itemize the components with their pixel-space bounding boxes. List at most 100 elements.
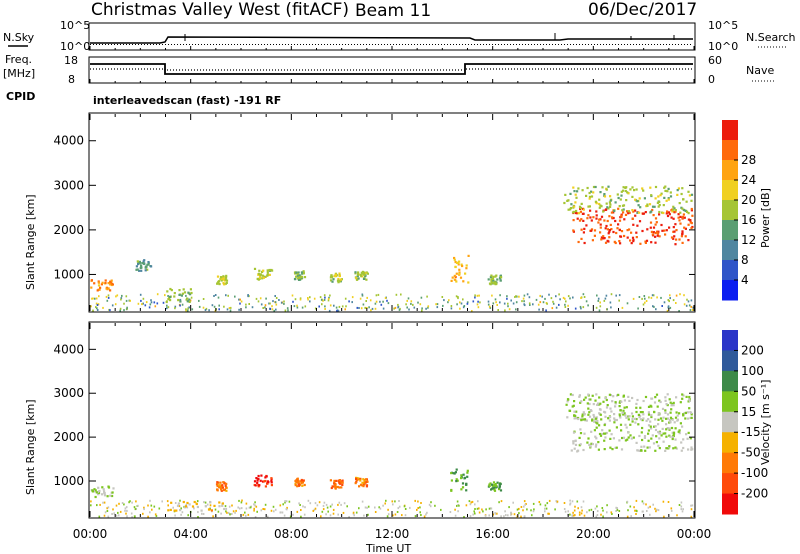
heatmap-cell (384, 297, 387, 299)
heatmap-cell (123, 503, 125, 506)
heatmap-cell (216, 483, 219, 486)
heatmap-cell (368, 306, 370, 309)
heatmap-cell (283, 302, 285, 305)
heatmap-cell (660, 434, 663, 437)
heatmap-cell (329, 294, 331, 297)
heatmap-cell (583, 514, 586, 517)
heatmap-cell (674, 427, 677, 430)
heatmap-cell (109, 283, 112, 286)
heatmap-cell (362, 303, 365, 306)
heatmap-cell (118, 502, 120, 505)
heatmap-cell (657, 423, 660, 426)
heatmap-cell (554, 508, 556, 511)
heatmap-cell (611, 448, 614, 451)
heatmap-cell (203, 501, 205, 504)
heatmap-cell (681, 187, 684, 190)
heatmap-cell (638, 220, 642, 223)
heatmap-cell (229, 309, 232, 312)
heatmap-cell (647, 506, 650, 509)
heatmap-cell (683, 216, 686, 219)
heatmap-cell (338, 486, 341, 489)
heatmap-cell (663, 229, 666, 232)
heatmap-cell (222, 278, 225, 281)
heatmap-cell (303, 276, 307, 279)
heatmap-cell (297, 278, 301, 281)
heatmap-cell (333, 482, 336, 485)
heatmap-cell (364, 506, 367, 509)
heatmap-cell (355, 278, 359, 281)
heatmap-cell (674, 416, 678, 419)
heatmap-cell (659, 431, 662, 434)
heatmap-cell (239, 302, 241, 305)
heatmap-cell (630, 437, 633, 440)
heatmap-cell (650, 415, 653, 419)
heatmap-cell (516, 508, 519, 511)
heatmap-cell (575, 196, 578, 199)
heatmap-cell (588, 411, 591, 414)
heatmap-cell (626, 302, 629, 305)
heatmap-cell (91, 297, 93, 300)
heatmap-cell (294, 298, 297, 301)
heatmap-cell (616, 508, 619, 511)
heatmap-cell (584, 396, 587, 399)
heatmap-cell (607, 240, 610, 243)
heatmap-cell (494, 483, 497, 486)
heatmap-cell (510, 513, 512, 516)
heatmap-cell (177, 298, 180, 302)
heatmap-cell (507, 514, 509, 517)
heatmap-cell (614, 401, 617, 404)
heatmap-cell (188, 298, 191, 301)
heatmap-cell (363, 514, 365, 517)
heatmap-cell (270, 509, 273, 512)
heatmap-cell (568, 409, 572, 412)
heatmap-cell (689, 411, 692, 414)
heatmap-cell (296, 275, 299, 278)
heatmap-cell (300, 509, 302, 511)
heatmap-cell (618, 401, 621, 404)
heatmap-cell (594, 399, 597, 402)
colorbar-tick-label: 8 (741, 253, 749, 267)
heatmap-cell (453, 256, 456, 260)
heatmap-cell (173, 509, 176, 512)
heatmap-cell (300, 478, 303, 482)
heatmap-cell (506, 297, 508, 300)
heatmap-cell (410, 302, 412, 305)
heatmap-cell (590, 508, 593, 511)
heatmap-cell (377, 293, 380, 296)
heatmap-cell (638, 416, 641, 419)
heatmap-cell (488, 484, 491, 487)
heatmap-cell (507, 302, 509, 305)
heatmap-cell (670, 236, 674, 239)
heatmap-cell (256, 510, 258, 513)
heatmap-cell (181, 303, 184, 306)
heatmap-cell (610, 433, 613, 436)
heatmap-cell (609, 205, 612, 208)
x-tick-label: 16:00 (475, 527, 510, 541)
heatmap-cell (188, 503, 191, 506)
heatmap-cell (684, 227, 687, 230)
heatmap-cell (361, 294, 364, 297)
colorbar-tick-label: 20 (741, 193, 756, 207)
heatmap-cell (599, 204, 602, 207)
heatmap-cell (655, 221, 658, 224)
heatmap-cell (604, 227, 607, 230)
heatmap-cell (459, 276, 463, 279)
heatmap-cell (101, 486, 104, 489)
heatmap-cell (562, 296, 565, 299)
heatmap-cell (594, 185, 597, 189)
heatmap-cell (492, 279, 495, 282)
heatmap-cell (652, 231, 656, 234)
heatmap-cell (615, 426, 618, 429)
heatmap-cell (169, 508, 172, 511)
heatmap-cell (596, 422, 599, 425)
heatmap-cell (587, 437, 590, 440)
heatmap-cell (436, 306, 439, 309)
heatmap-cell (364, 481, 367, 484)
heatmap-cell (454, 514, 457, 517)
heatmap-cell (622, 186, 625, 189)
heatmap-cell (670, 509, 673, 512)
heatmap-cell (645, 205, 648, 208)
heatmap-cell (178, 289, 181, 292)
heatmap-cell (164, 294, 166, 297)
heatmap-cell (664, 432, 667, 435)
